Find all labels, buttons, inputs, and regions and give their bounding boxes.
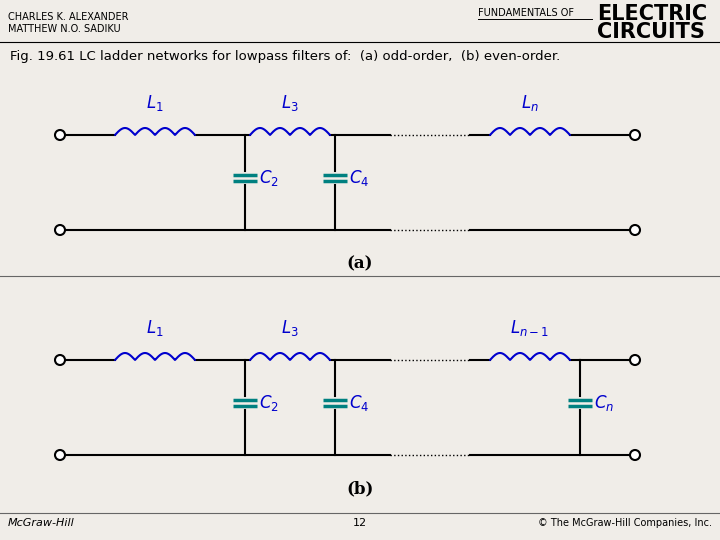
- Text: © The McGraw-Hill Companies, Inc.: © The McGraw-Hill Companies, Inc.: [538, 518, 712, 528]
- Circle shape: [630, 225, 640, 235]
- Text: $C_4$: $C_4$: [349, 168, 369, 188]
- Text: $L_n$: $L_n$: [521, 93, 539, 113]
- Text: $L_3$: $L_3$: [281, 93, 299, 113]
- Text: $L_1$: $L_1$: [146, 93, 164, 113]
- Text: (b): (b): [346, 480, 374, 497]
- Text: ELECTRIC: ELECTRIC: [597, 4, 707, 24]
- Circle shape: [55, 355, 65, 365]
- Text: $C_2$: $C_2$: [259, 393, 279, 413]
- Text: FUNDAMENTALS OF: FUNDAMENTALS OF: [478, 8, 574, 18]
- Circle shape: [55, 130, 65, 140]
- Text: MATTHEW N.O. SADIKU: MATTHEW N.O. SADIKU: [8, 24, 121, 34]
- Circle shape: [630, 355, 640, 365]
- Text: $C_2$: $C_2$: [259, 168, 279, 188]
- Text: CIRCUITS: CIRCUITS: [597, 22, 705, 42]
- Circle shape: [630, 450, 640, 460]
- Text: (a): (a): [347, 255, 373, 272]
- Text: Fig. 19.61 LC ladder networks for lowpass filters of:  (a) odd-order,  (b) even-: Fig. 19.61 LC ladder networks for lowpas…: [10, 50, 560, 63]
- Text: CHARLES K. ALEXANDER: CHARLES K. ALEXANDER: [8, 12, 128, 22]
- Text: $L_{n-1}$: $L_{n-1}$: [510, 318, 549, 338]
- Circle shape: [55, 450, 65, 460]
- Text: $C_n$: $C_n$: [594, 393, 614, 413]
- Text: McGraw-Hill: McGraw-Hill: [8, 518, 75, 528]
- Text: $L_1$: $L_1$: [146, 318, 164, 338]
- Text: $L_3$: $L_3$: [281, 318, 299, 338]
- Circle shape: [55, 225, 65, 235]
- Circle shape: [630, 130, 640, 140]
- Text: $C_4$: $C_4$: [349, 393, 369, 413]
- Text: 12: 12: [353, 518, 367, 528]
